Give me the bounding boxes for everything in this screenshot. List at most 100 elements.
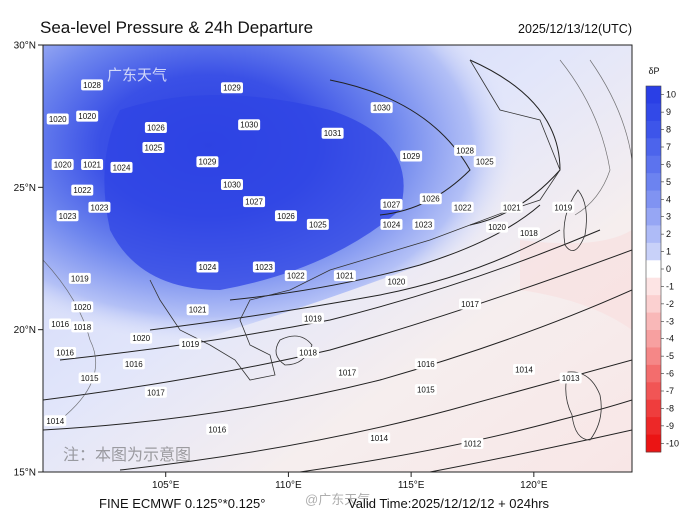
isobar-label: 1020 (71, 301, 94, 313)
isobar-value: 1028 (83, 81, 101, 90)
isobar-value: 1015 (417, 385, 435, 394)
isobar-label: 1029 (220, 82, 243, 94)
isobar-label-bg (81, 159, 104, 171)
isobar-label: 1014 (368, 432, 391, 444)
lat-tick-label: 20°N (14, 325, 36, 336)
colorbar-label: 9 (666, 107, 671, 117)
isobar-label: 1020 (486, 221, 509, 233)
isobar-label: 1024 (196, 261, 219, 273)
isobar-label: 1025 (306, 218, 329, 230)
lon-tick-label: 120°E (520, 480, 548, 491)
isobar-label: 1016 (54, 346, 77, 358)
colorbar-swatch (646, 260, 661, 279)
isobar-value: 1022 (287, 272, 305, 281)
colorbar-swatch (646, 190, 661, 209)
isobar-label-bg (284, 270, 307, 282)
colorbar-label: -9 (666, 421, 674, 431)
isobar-label-bg (76, 110, 99, 122)
colorbar-swatch (646, 364, 661, 383)
isobar-value: 1017 (147, 388, 165, 397)
latitude-axis: 30°N 25°N 20°N 15°N (14, 41, 43, 479)
isobar-value: 1016 (208, 425, 226, 434)
isobar-value: 1029 (223, 84, 241, 93)
isobar-value: 1025 (145, 143, 163, 152)
isobar-label-bg (461, 438, 484, 450)
isobar-value: 1027 (245, 198, 263, 207)
isobar-label-bg (54, 346, 77, 358)
colorbar-label: 4 (666, 194, 671, 204)
colorbar-label: -10 (666, 438, 679, 448)
isobar-value: 1030 (373, 104, 391, 113)
isobar-label: 1020 (46, 113, 69, 125)
isobar-value: 1022 (73, 186, 91, 195)
isobar-label-bg (220, 178, 243, 190)
isobar-value: 1023 (414, 220, 432, 229)
colorbar-label: 0 (666, 264, 671, 274)
isobar-value: 1025 (309, 220, 327, 229)
isobar-label: 1022 (71, 184, 94, 196)
isobar-label-bg (88, 201, 111, 213)
longitude-axis: 105°E 110°E 115°E 120°E (152, 472, 548, 491)
isobar-label-bg (414, 383, 437, 395)
isobar-value: 1022 (454, 203, 472, 212)
isobar-label-bg (559, 372, 582, 384)
colorbar-swatch (646, 277, 661, 296)
isobar-label: 1017 (459, 298, 482, 310)
isobar-label-bg (122, 358, 145, 370)
isobar-label: 1019 (301, 312, 324, 324)
isobar-value: 1024 (199, 263, 217, 272)
isobar-label-bg (49, 318, 72, 330)
colorbar-label: 10 (666, 90, 676, 100)
colorbar-label: -7 (666, 386, 674, 396)
colorbar-swatch (646, 225, 661, 244)
colorbar-swatch (646, 399, 661, 418)
lat-tick-label: 30°N (14, 41, 36, 52)
isobar-value: 1026 (277, 212, 295, 221)
isobar-label-bg (196, 156, 219, 168)
isobar-label-bg (81, 79, 104, 91)
isobar-value: 1030 (223, 180, 241, 189)
lat-tick-label: 25°N (14, 183, 36, 194)
isobar-label: 1030 (238, 119, 261, 131)
isobar-label-bg (414, 358, 437, 370)
isobar-label-bg (71, 184, 94, 196)
isobar-value: 1019 (304, 314, 322, 323)
isobar-label-bg (206, 423, 229, 435)
isobar-label: 1019 (68, 272, 91, 284)
isobar-value: 1014 (370, 434, 388, 443)
colorbar-swatch (646, 382, 661, 401)
colorbar-label: -6 (666, 369, 674, 379)
isobar-label: 1026 (419, 193, 442, 205)
isobar-label-bg (274, 210, 297, 222)
isobar-value: 1024 (113, 163, 131, 172)
isobar-value: 1018 (299, 348, 317, 357)
isobar-label-bg (71, 301, 94, 313)
isobar-label: 1021 (81, 159, 104, 171)
isobar-label-bg (144, 122, 167, 134)
isobar-label: 1023 (252, 261, 275, 273)
isobar-value: 1021 (83, 161, 101, 170)
isobar-value: 1016 (51, 320, 69, 329)
isobar-label-bg (46, 113, 69, 125)
colorbar-swatch (646, 434, 661, 453)
isobar-label-bg (486, 221, 509, 233)
isobar-label-bg (500, 201, 523, 213)
lat-tick-label: 15°N (14, 468, 36, 479)
isobar-label: 1025 (142, 141, 165, 153)
isobar-label-bg (56, 210, 79, 222)
isobar-label: 1029 (196, 156, 219, 168)
isobar-label: 1016 (49, 318, 72, 330)
isobar-label: 1020 (76, 110, 99, 122)
isobar-label-bg (513, 364, 536, 376)
isobar-value: 1018 (73, 323, 91, 332)
isobar-label-bg (419, 193, 442, 205)
watermark-logo-text: 广东天气 (107, 67, 168, 84)
isobar-label: 1022 (284, 270, 307, 282)
isobar-label: 1025 (473, 156, 496, 168)
colorbar-swatch (646, 208, 661, 226)
isobar-label-bg (179, 338, 202, 350)
isobar-value: 1016 (56, 348, 74, 357)
isobar-label-bg (252, 261, 275, 273)
isobar-label-bg (400, 150, 423, 162)
isobar-label: 1019 (179, 338, 202, 350)
